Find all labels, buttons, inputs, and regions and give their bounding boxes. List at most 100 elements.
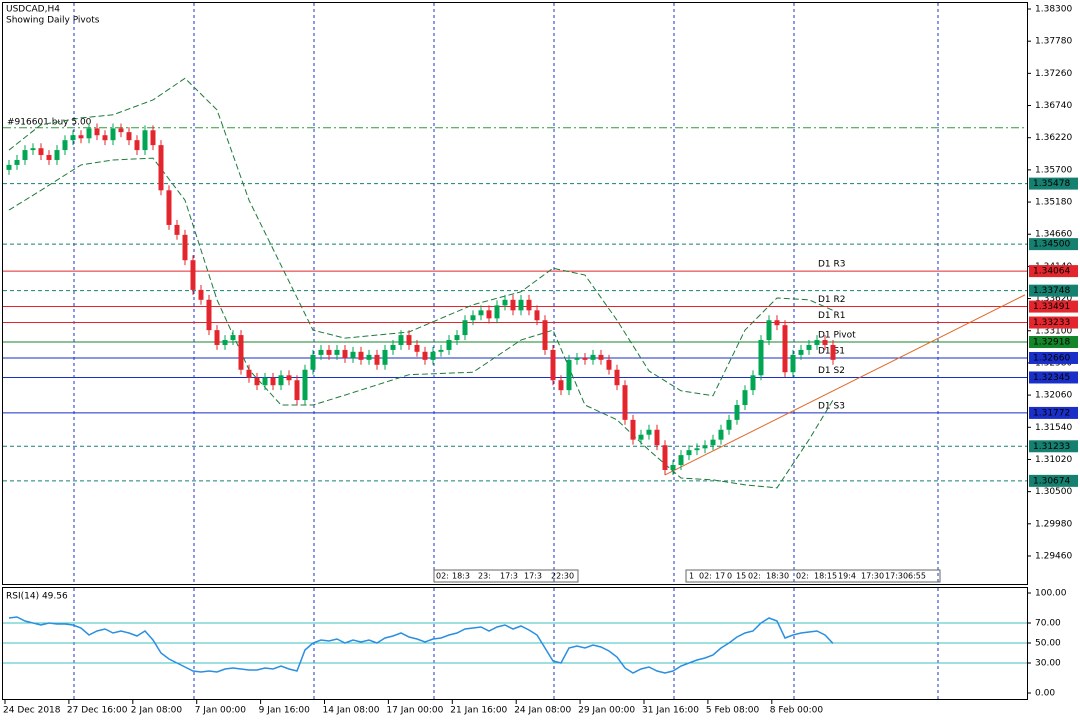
y-tick-label: 1.35180 bbox=[1035, 198, 1072, 208]
candle-body bbox=[766, 320, 772, 341]
candle-body bbox=[654, 429, 660, 446]
candle-body bbox=[214, 330, 220, 345]
candle-body bbox=[670, 465, 676, 470]
candle-body bbox=[134, 140, 140, 151]
candle-body bbox=[806, 344, 812, 350]
x-tick-label: 24 Dec 2018 bbox=[3, 706, 61, 716]
x-tick-label: 21 Jan 16:00 bbox=[450, 706, 507, 716]
candle-body bbox=[830, 344, 836, 360]
y-tick-label: 1.33100 bbox=[1035, 326, 1072, 336]
time-tag: 23: bbox=[478, 572, 491, 581]
candle-body bbox=[150, 130, 156, 146]
candle-body bbox=[398, 335, 404, 345]
y-tick-label: 1.30500 bbox=[1035, 487, 1072, 497]
level-name: D1 S3 bbox=[818, 401, 845, 411]
rsi-line bbox=[8, 616, 834, 674]
y-tick-label: 1.38300 bbox=[1035, 5, 1072, 15]
x-tick-label: 31 Jan 16:00 bbox=[642, 706, 699, 716]
candle-body bbox=[358, 351, 364, 360]
price-label-bg bbox=[1029, 265, 1078, 278]
chart-title: USDCAD,H4 bbox=[6, 5, 60, 15]
level-name: D1 R1 bbox=[818, 311, 846, 321]
bollinger-band bbox=[8, 77, 834, 397]
time-tag: 02: bbox=[748, 572, 761, 581]
price-label-bg bbox=[1029, 440, 1078, 453]
rsi-tick-label: 100.00 bbox=[1035, 589, 1067, 599]
candle-body bbox=[470, 315, 476, 321]
candle-body bbox=[174, 224, 180, 235]
candle-body bbox=[374, 354, 380, 365]
candle-body bbox=[750, 375, 756, 391]
order-label: #916601 buy 5.00 bbox=[7, 117, 92, 127]
candle-body bbox=[782, 325, 788, 373]
candle-body bbox=[430, 351, 436, 360]
candle-body bbox=[630, 419, 636, 440]
candle-body bbox=[310, 354, 316, 370]
candle-body bbox=[414, 344, 420, 352]
y-tick-label: 1.37260 bbox=[1035, 69, 1072, 79]
candle-body bbox=[406, 335, 412, 345]
time-tag: 15 bbox=[736, 572, 746, 581]
x-tick-label: 2 Jan 08:00 bbox=[131, 706, 183, 716]
candle-body bbox=[46, 155, 52, 160]
main-frame bbox=[2, 2, 1028, 585]
x-tick-label: 8 Feb 00:00 bbox=[770, 706, 824, 716]
level-name: D1 R3 bbox=[818, 260, 846, 270]
x-tick-label: 9 Jan 16:00 bbox=[259, 706, 311, 716]
y-tick-label: 1.37780 bbox=[1035, 37, 1072, 47]
candle-body bbox=[78, 135, 84, 139]
candle-body bbox=[294, 380, 300, 401]
candle-body bbox=[238, 335, 244, 370]
price-label: 1.33233 bbox=[1033, 318, 1070, 328]
x-tick-label: 29 Jan 00:00 bbox=[578, 706, 635, 716]
candle-body bbox=[542, 320, 548, 350]
candle-body bbox=[510, 299, 516, 311]
y-tick-label: 1.31020 bbox=[1035, 455, 1072, 465]
candle-body bbox=[758, 340, 764, 376]
candle-body bbox=[742, 390, 748, 406]
candle-body bbox=[318, 349, 324, 355]
candle-body bbox=[622, 385, 628, 420]
candle-body bbox=[790, 354, 796, 373]
tag-box bbox=[685, 569, 941, 583]
y-tick-label: 1.36740 bbox=[1035, 101, 1072, 111]
candle-body bbox=[638, 434, 644, 440]
candle-body bbox=[486, 310, 492, 319]
candle-body bbox=[502, 299, 508, 306]
price-label-bg bbox=[1029, 238, 1078, 251]
time-tag: 18:30 bbox=[766, 572, 789, 581]
candle-body bbox=[526, 299, 532, 311]
candle-body bbox=[702, 445, 708, 449]
candle-body bbox=[558, 380, 564, 391]
candle-body bbox=[566, 359, 572, 391]
candle-body bbox=[350, 351, 356, 358]
candle-body bbox=[190, 260, 196, 290]
y-tick-label: 1.31540 bbox=[1035, 423, 1072, 433]
candle-body bbox=[102, 135, 108, 141]
y-tick-label: 1.34660 bbox=[1035, 230, 1072, 240]
price-label-bg bbox=[1029, 300, 1078, 313]
level-name: D1 S2 bbox=[818, 366, 845, 376]
time-tag: 0 bbox=[727, 572, 732, 581]
x-tick-label: 24 Jan 08:00 bbox=[514, 706, 571, 716]
candle-body bbox=[254, 377, 260, 386]
candle-body bbox=[718, 429, 724, 440]
candle-body bbox=[326, 349, 332, 355]
candle-body bbox=[446, 340, 452, 350]
candle-body bbox=[454, 335, 460, 341]
candle-body bbox=[182, 234, 188, 261]
candle-body bbox=[694, 448, 700, 451]
candle-body bbox=[390, 344, 396, 350]
candle-body bbox=[86, 128, 92, 139]
candle-body bbox=[54, 150, 60, 160]
candle-body bbox=[598, 354, 604, 360]
candle-body bbox=[278, 375, 284, 386]
price-label-bg bbox=[1029, 371, 1078, 384]
candle-body bbox=[286, 375, 292, 381]
price-label-bg bbox=[1029, 316, 1078, 329]
candle-body bbox=[590, 354, 596, 360]
candle-body bbox=[270, 377, 276, 386]
candle-body bbox=[222, 340, 228, 345]
x-tick-label: 27 Dec 16:00 bbox=[67, 706, 128, 716]
